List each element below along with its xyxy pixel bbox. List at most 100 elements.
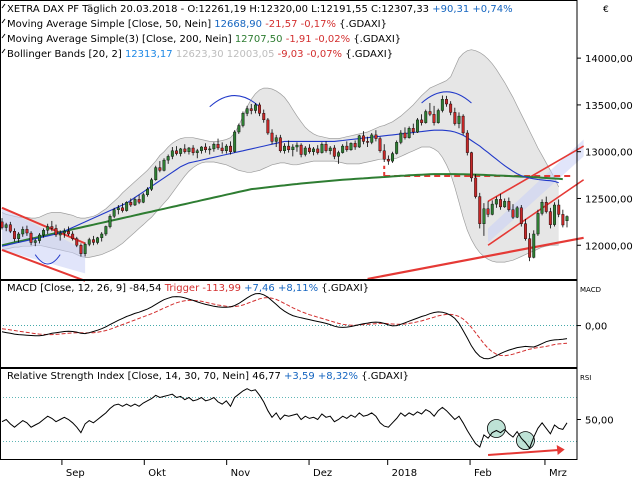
- rsi-arrow: [487, 449, 559, 456]
- candle-body: [420, 119, 424, 123]
- candle-body: [241, 113, 245, 126]
- candle-body: [407, 128, 411, 138]
- x-tick-label: Sep: [66, 468, 85, 479]
- macd-axis-label: MACD: [580, 286, 601, 294]
- candle-body: [158, 167, 162, 171]
- candle-body: [548, 211, 552, 225]
- ma200-legend: Moving Average Simple(3) [Close, 200, Ne…: [7, 34, 401, 45]
- candle-body: [154, 167, 158, 181]
- candle-body: [362, 135, 365, 142]
- candle-body: [532, 233, 536, 258]
- price-panel: [0, 49, 585, 282]
- candle-body: [283, 145, 286, 152]
- candle-body: [399, 132, 403, 143]
- candle-body: [258, 104, 261, 114]
- candle-body: [486, 208, 490, 215]
- candle-body: [253, 104, 257, 111]
- candle-body: [424, 111, 428, 123]
- candle-body: [204, 146, 208, 150]
- candle-body: [46, 226, 50, 231]
- candle-body: [125, 201, 129, 211]
- candle-body: [353, 143, 357, 148]
- candle-body: [162, 159, 166, 171]
- candle-body: [104, 226, 108, 235]
- candle-body: [391, 153, 394, 162]
- rsi-y-tick-label: 50,00: [585, 416, 614, 427]
- candle-body: [0, 221, 4, 228]
- rsi-axis-label: RSI: [580, 374, 591, 382]
- candle-body: [445, 99, 448, 105]
- candle-body: [312, 148, 315, 152]
- candle-body: [370, 134, 374, 143]
- channel-line-upper: [487, 145, 585, 202]
- panel-frame: [0, 280, 578, 368]
- candle-body: [432, 114, 436, 123]
- price-y-tick-label: 12000,00: [585, 241, 633, 252]
- candle-body: [490, 203, 494, 215]
- candle-body: [403, 132, 407, 138]
- candle-body: [50, 226, 54, 229]
- candle-body: [91, 239, 95, 243]
- candle-body: [428, 111, 432, 115]
- candle-body: [66, 230, 70, 235]
- candle-body: [100, 233, 104, 238]
- candle-body: [83, 244, 87, 254]
- candle-body: [374, 134, 378, 139]
- candle-body: [42, 230, 45, 236]
- candle-body: [199, 146, 203, 151]
- candle-body: [494, 199, 498, 205]
- candle-body: [316, 148, 320, 153]
- macd-y-tick-label: 0,00: [585, 322, 607, 333]
- legend-pin: [1, 33, 6, 39]
- candle-body: [295, 144, 299, 148]
- candle-body: [328, 147, 332, 151]
- rsi-arrow-head: [556, 445, 565, 455]
- candle-body: [507, 201, 511, 210]
- candle-body: [519, 207, 523, 224]
- candle-body: [145, 188, 149, 195]
- candle-body: [96, 237, 100, 243]
- candle-body: [382, 150, 386, 160]
- candle-body: [108, 216, 112, 227]
- candle-body: [553, 204, 556, 225]
- candle-body: [366, 141, 370, 143]
- candle-body: [229, 145, 233, 152]
- x-tick-label: Feb: [474, 468, 492, 479]
- candle-body: [170, 150, 174, 157]
- macd-panel: [0, 292, 577, 360]
- macd-line: [1, 292, 568, 360]
- candle-body: [174, 150, 178, 154]
- candle-body: [337, 152, 340, 157]
- price-y-tick-label: 14000,00: [585, 54, 633, 65]
- candle-body: [416, 119, 419, 133]
- candle-body: [528, 238, 532, 258]
- candle-body: [511, 209, 515, 218]
- candle-body: [440, 99, 444, 111]
- candle-body: [266, 119, 270, 134]
- candle-body: [249, 108, 253, 111]
- candle-body: [540, 201, 544, 214]
- channel-line-lower: [487, 179, 585, 246]
- candle-body: [141, 194, 145, 203]
- candle-body: [58, 232, 62, 236]
- top-arc-jan: [421, 91, 472, 104]
- candle-body: [237, 125, 241, 133]
- candle-body: [515, 207, 519, 218]
- trend-line-left-lower: [1, 248, 86, 282]
- bollinger-legend: Bollinger Bands [20, 2] 12313,17 12623,3…: [7, 49, 393, 60]
- candle-body: [208, 148, 212, 151]
- candle-body: [195, 150, 199, 153]
- x-tick-label: Okt: [148, 468, 166, 479]
- candle-body: [54, 228, 58, 236]
- candle-body: [308, 147, 311, 152]
- candle-body: [133, 199, 137, 206]
- candle-body: [116, 207, 120, 210]
- candle-body: [341, 145, 345, 153]
- candle-body: [324, 143, 328, 151]
- candle-body: [71, 233, 75, 239]
- support-trend-line: [367, 236, 584, 281]
- panel-frame: [0, 0, 578, 280]
- candle-body: [482, 208, 486, 225]
- candle-body: [378, 138, 382, 152]
